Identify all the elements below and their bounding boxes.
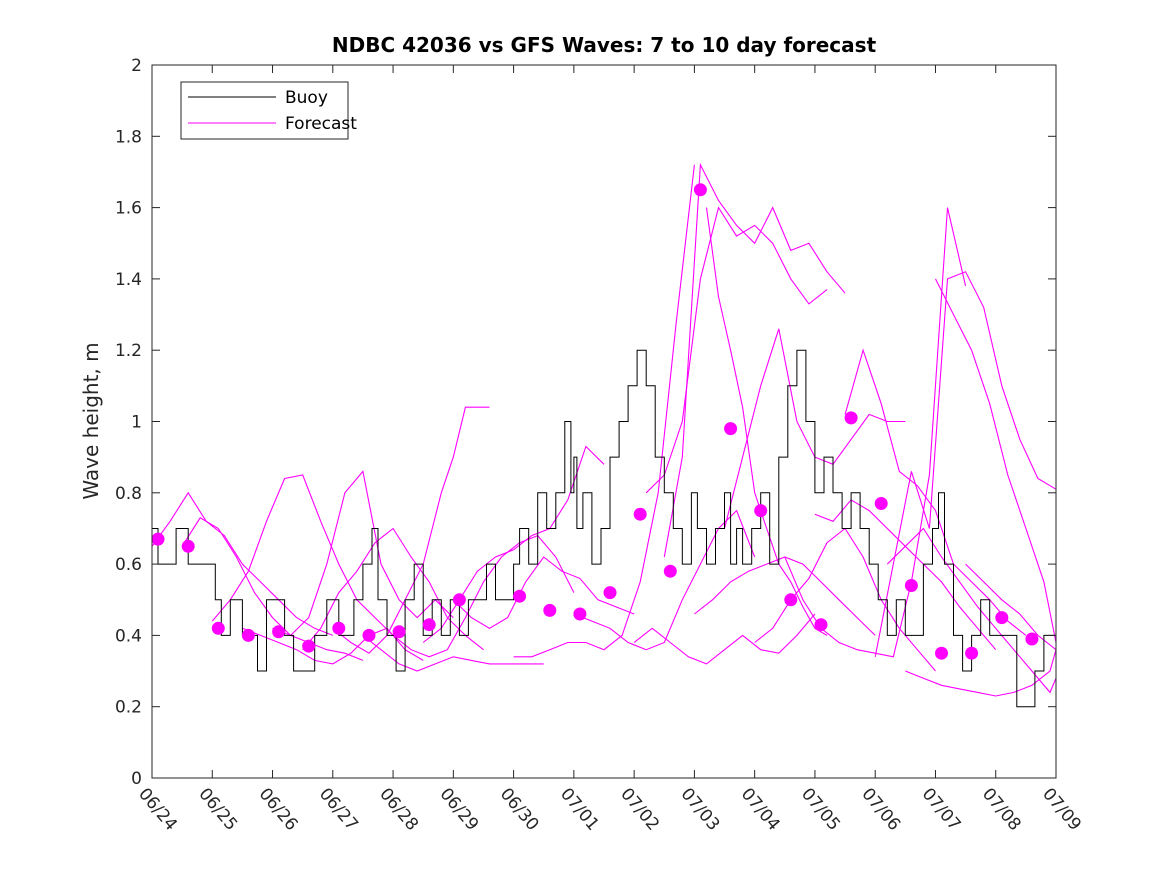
x-tick-label: 06/30 bbox=[496, 784, 543, 834]
forecast-lines bbox=[151, 162, 1057, 697]
forecast-points bbox=[151, 183, 1039, 660]
forecast-point bbox=[181, 539, 195, 553]
chart-title: NDBC 42036 vs GFS Waves: 7 to 10 day for… bbox=[332, 33, 877, 57]
forecast-series-line bbox=[874, 271, 1057, 657]
forecast-series-line bbox=[392, 534, 575, 658]
forecast-point bbox=[995, 611, 1009, 625]
x-tick-label: 07/01 bbox=[556, 784, 603, 834]
forecast-series-line bbox=[181, 517, 364, 661]
forecast-point bbox=[724, 422, 738, 436]
forecast-series-line bbox=[452, 556, 635, 629]
x-tick-label: 06/29 bbox=[436, 784, 483, 834]
x-tick-label: 06/24 bbox=[134, 784, 181, 834]
y-tick-label: 1.6 bbox=[115, 199, 142, 219]
forecast-point bbox=[211, 621, 225, 635]
forecast-point bbox=[754, 504, 768, 518]
forecast-series-line bbox=[886, 527, 1057, 694]
legend-buoy-label: Buoy bbox=[285, 88, 328, 108]
forecast-point bbox=[362, 628, 376, 642]
x-tick-label: 07/04 bbox=[737, 784, 784, 834]
x-tick-label: 07/05 bbox=[797, 784, 844, 834]
forecast-point bbox=[302, 639, 316, 653]
x-tick-label: 07/06 bbox=[857, 784, 904, 834]
forecast-point bbox=[573, 607, 587, 621]
y-tick-label: 0.2 bbox=[115, 698, 142, 718]
legend-forecast-label: Forecast bbox=[285, 114, 357, 134]
x-tick-label: 07/09 bbox=[1038, 784, 1085, 834]
y-tick-label: 1.4 bbox=[115, 270, 142, 290]
forecast-series-line bbox=[513, 164, 695, 658]
forecast-point bbox=[784, 593, 798, 607]
y-tick-label: 0.6 bbox=[115, 555, 142, 575]
x-tick-label: 06/27 bbox=[315, 784, 362, 834]
forecast-series-line bbox=[705, 207, 828, 636]
forecast-series-line bbox=[633, 613, 816, 665]
y-tick-label: 0 bbox=[131, 769, 142, 789]
forecast-series-line bbox=[151, 491, 334, 636]
buoy-line bbox=[152, 349, 1057, 708]
forecast-series-line bbox=[302, 527, 484, 651]
forecast-point bbox=[452, 593, 466, 607]
forecast-point bbox=[603, 586, 617, 600]
y-axis: 0 0.2 0.4 0.6 0.8 1 1.2 1.4 1.6 1.8 2 bbox=[115, 56, 1056, 789]
forecast-series-line bbox=[211, 474, 394, 636]
y-tick-label: 2 bbox=[131, 56, 142, 76]
forecast-series-line bbox=[844, 348, 1027, 636]
forecast-point bbox=[272, 625, 286, 639]
forecast-point bbox=[543, 603, 557, 617]
forecast-series-line bbox=[784, 207, 967, 658]
forecast-series-line bbox=[905, 649, 1057, 697]
y-tick-label: 0.4 bbox=[115, 626, 142, 646]
forecast-point bbox=[513, 589, 527, 603]
forecast-point bbox=[693, 183, 707, 197]
forecast-series-line bbox=[965, 563, 1057, 651]
y-tick-label: 1.2 bbox=[115, 341, 142, 361]
forecast-point bbox=[151, 532, 165, 546]
forecast-point bbox=[904, 579, 918, 592]
x-tick-label: 06/28 bbox=[375, 784, 422, 834]
forecast-point bbox=[633, 507, 647, 521]
forecast-series-line bbox=[663, 162, 846, 558]
forecast-point bbox=[663, 564, 677, 578]
y-tick-label: 1.8 bbox=[115, 127, 142, 147]
forecast-point bbox=[241, 628, 255, 642]
buoy-series-line bbox=[152, 349, 1057, 708]
forecast-point bbox=[422, 618, 436, 632]
forecast-point bbox=[874, 497, 888, 510]
x-tick-label: 07/03 bbox=[677, 784, 724, 834]
legend: Buoy Forecast bbox=[180, 81, 357, 140]
forecast-point bbox=[1025, 632, 1039, 646]
forecast-series-line bbox=[645, 206, 828, 494]
plot-background bbox=[152, 65, 1056, 778]
y-tick-label: 1 bbox=[131, 413, 142, 433]
forecast-point bbox=[332, 621, 346, 635]
forecast-series-line bbox=[362, 634, 544, 672]
x-tick-label: 06/26 bbox=[255, 784, 302, 834]
forecast-point bbox=[965, 646, 979, 660]
forecast-point bbox=[935, 646, 948, 660]
forecast-point bbox=[814, 618, 828, 632]
x-tick-label: 07/02 bbox=[616, 784, 663, 834]
legend-box bbox=[180, 81, 349, 140]
forecast-point bbox=[844, 411, 858, 425]
x-tick-label: 07/08 bbox=[978, 784, 1025, 834]
x-tick-label: 06/25 bbox=[194, 784, 241, 834]
forecast-series-line bbox=[935, 278, 1057, 643]
y-tick-label: 0.8 bbox=[115, 484, 142, 504]
y-axis-label: Wave height, m bbox=[79, 342, 103, 499]
x-tick-label: 07/07 bbox=[918, 784, 965, 834]
forecast-point bbox=[392, 625, 406, 639]
